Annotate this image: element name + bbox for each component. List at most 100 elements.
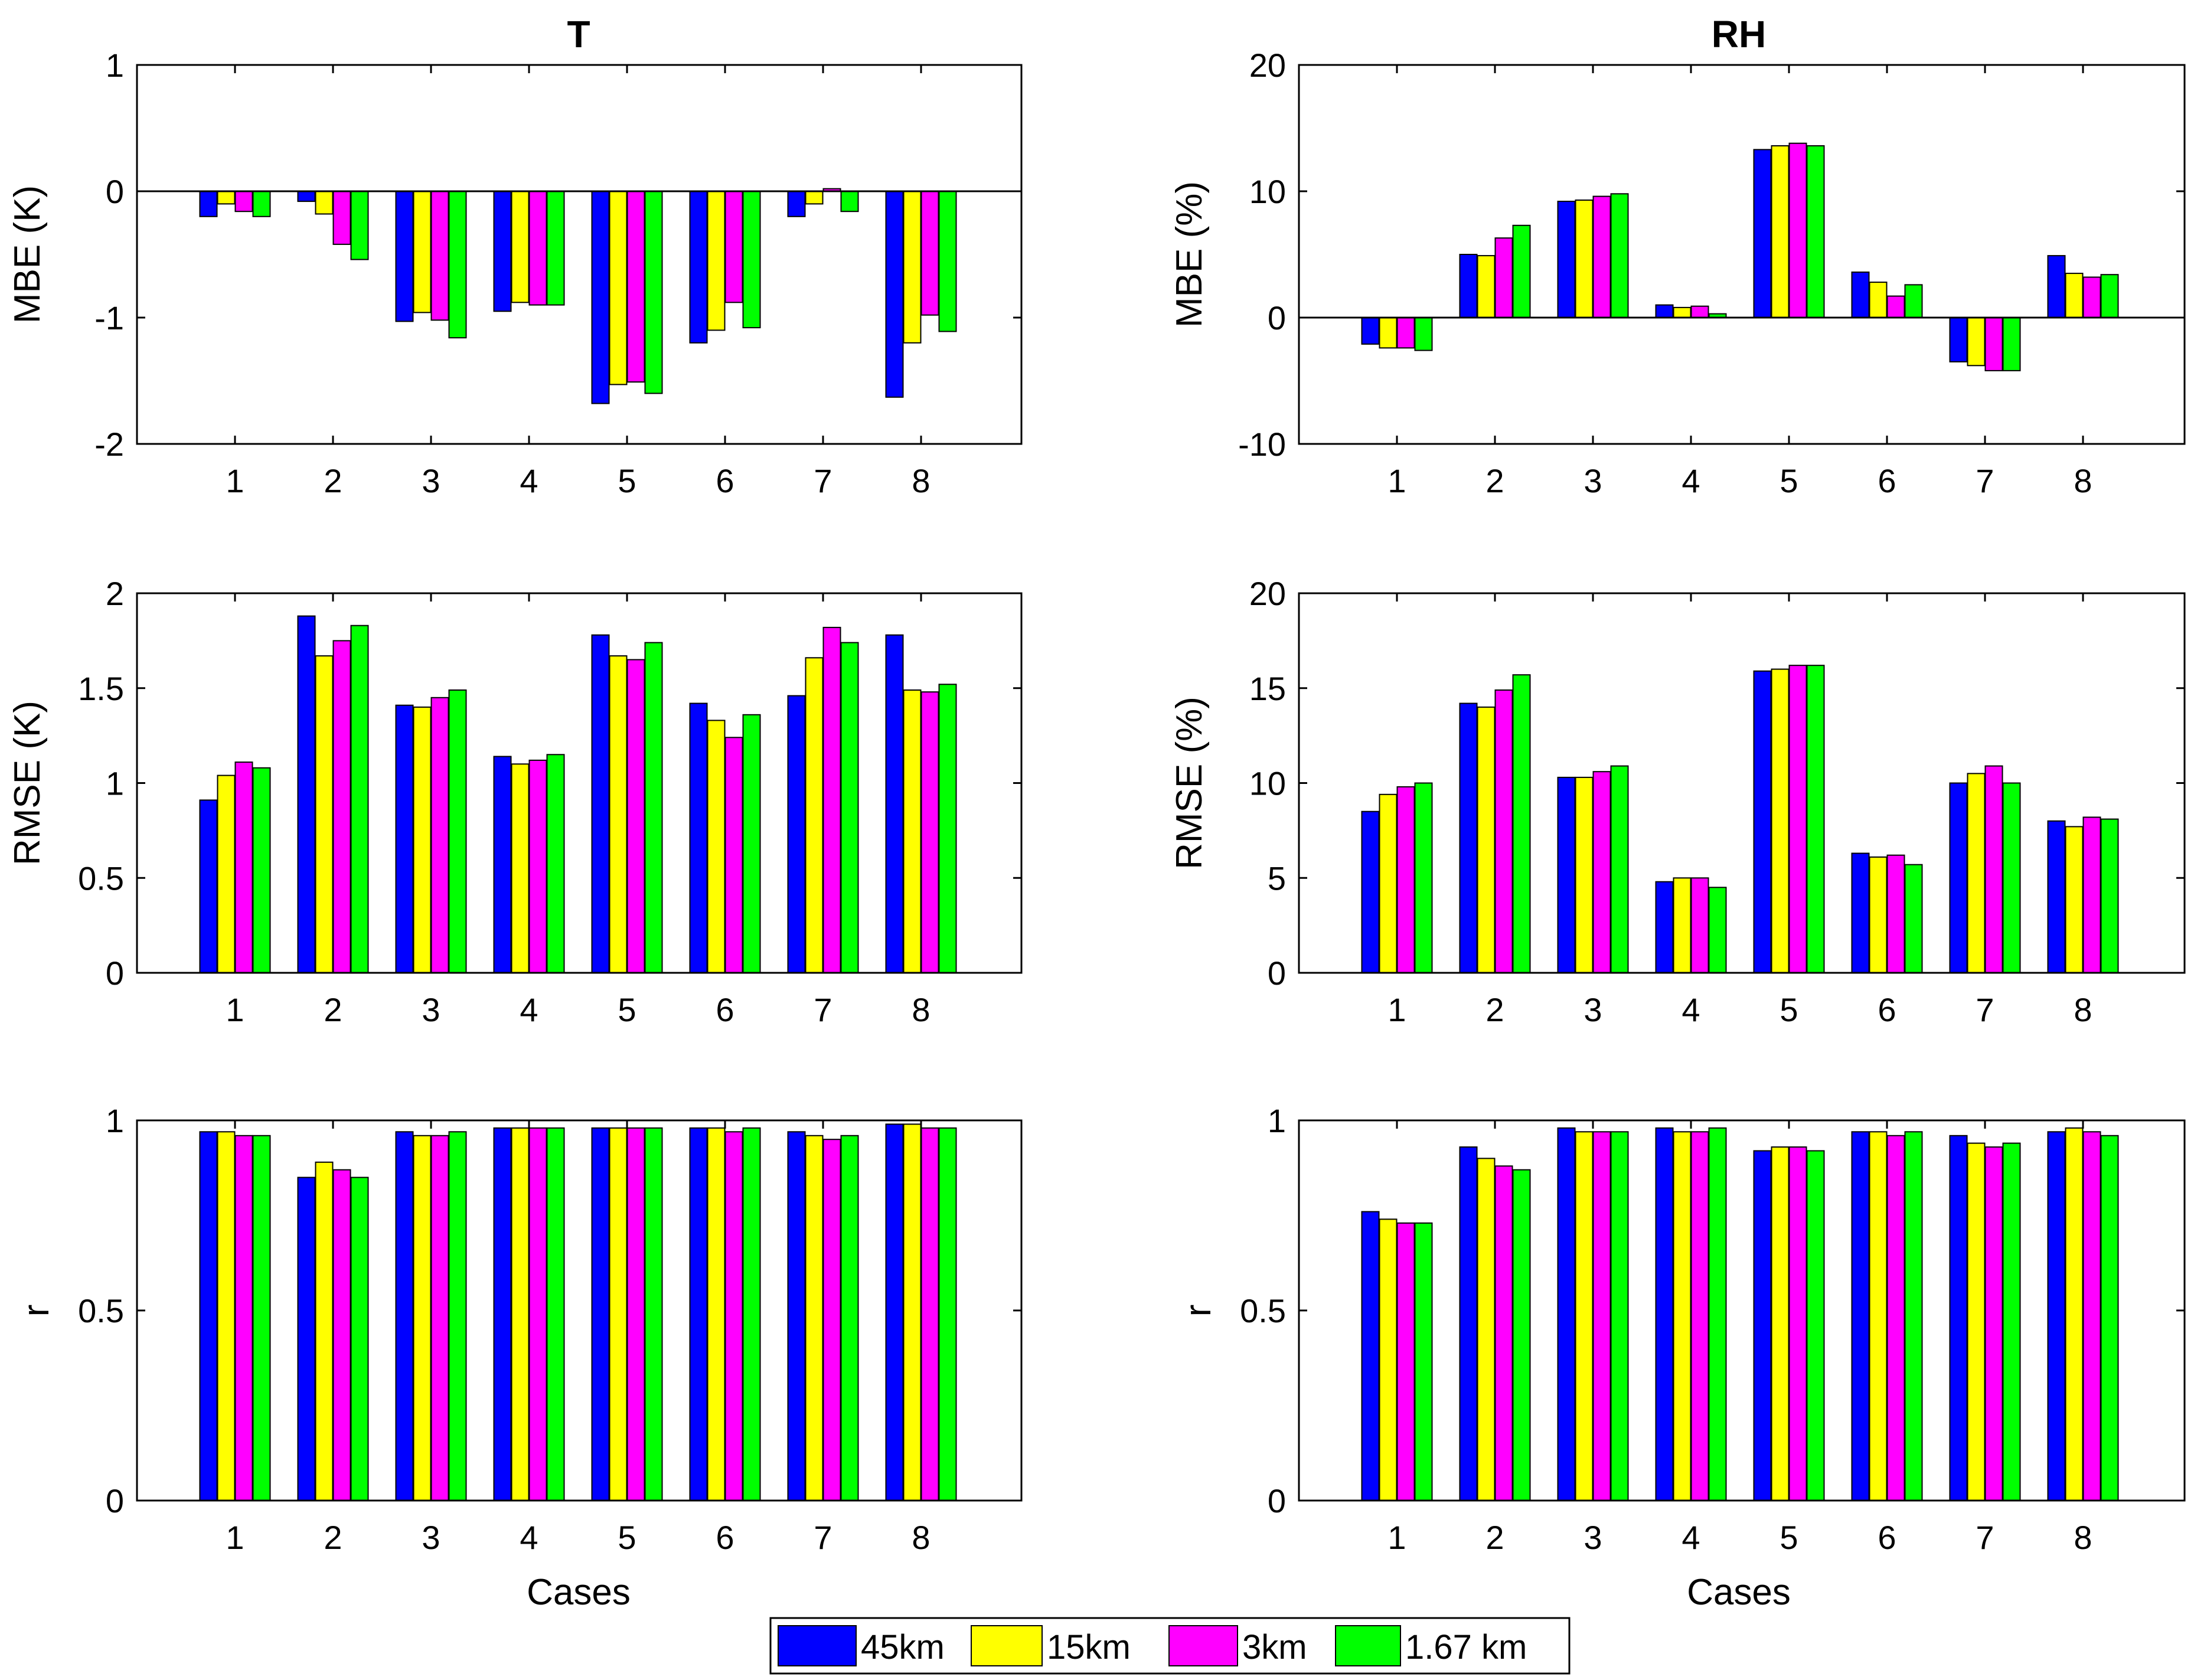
x-tick-label-t-mbe-6: 6 [716, 462, 734, 499]
x-tick-label-t-rmse-6: 6 [716, 991, 734, 1028]
bar-rh-mbe-s2-c4: 3km: 0.9 [1690, 305, 1709, 319]
x-tick-label-t-mbe-8: 8 [912, 462, 930, 499]
y-tick-label-rh-mbe-0: -10 [1238, 426, 1286, 463]
bar-rh-mbe-s1-c2: 15km: 4.9 [1477, 255, 1496, 319]
bar-t-mbe-s1-c8: 15km: -1.2 [903, 191, 922, 344]
column-title-rh: RH [1712, 13, 1766, 55]
x-tick-label-rh-mbe-6: 6 [1878, 462, 1896, 499]
x-tick-label-t-r-1: 1 [226, 1519, 244, 1556]
panel-t-rmse: 45km: 0.91 45km: 1.88 45km: 1.41 45km: 1.14… [7, 575, 1023, 1028]
bar-t-rmse-s1-c2: 15km: 1.67 [315, 655, 334, 973]
bar-rh-rmse-s2-c2: 3km: 14.9 [1494, 689, 1513, 973]
bar-t-mbe-s3-c5: 1.67 km: -1.6 [644, 191, 663, 394]
bar-t-mbe-s0-c5: 45km: -1.68 [591, 191, 610, 404]
bar-t-rmse-s3-c8: 1.67 km: 1.52 [938, 684, 957, 974]
x-tick-label-rh-mbe-1: 1 [1387, 462, 1406, 499]
y-tick-label-rh-rmse-0: 0 [1268, 955, 1286, 992]
bar-rh-r-s1-c8: 15km: 0.98 [2065, 1127, 2084, 1501]
bar-t-mbe-s0-c4: 45km: -0.95 [493, 191, 512, 312]
x-tick-label-t-rmse-3: 3 [422, 991, 440, 1028]
bar-rh-r-s2-c2: 3km: 0.88 [1494, 1165, 1513, 1502]
y-tick-label-t-mbe-3: 1 [106, 47, 124, 84]
bar-t-rmse-s0-c2: 45km: 1.88 [297, 615, 316, 973]
x-tick-label-t-mbe-7: 7 [814, 462, 832, 499]
bar-t-r-s0-c4: 45km: 0.98 [493, 1127, 512, 1501]
bar-rh-r-s3-c7: 1.67 km: 0.94 [2002, 1142, 2021, 1501]
bar-t-rmse-s1-c1: 15km: 1.04 [217, 774, 236, 973]
bar-t-r-s1-c3: 15km: 0.96 [413, 1135, 432, 1502]
bar-t-mbe-s1-c7: 15km: -0.1 [805, 191, 824, 205]
bar-rh-rmse-s0-c7: 45km: 10 [1949, 782, 1968, 973]
bar-rh-r-s2-c1: 3km: 0.73 [1396, 1222, 1415, 1501]
panel-t-r: 45km: 0.97 45km: 0.85 45km: 0.97 45km: 0.98… [16, 1102, 1023, 1556]
y-tick-label-rh-r-1: 0.5 [1240, 1292, 1286, 1329]
x-tick-label-t-rmse-8: 8 [912, 991, 930, 1028]
x-tick-label-rh-rmse-4: 4 [1682, 991, 1700, 1028]
bar-rh-r-s1-c7: 15km: 0.94 [1967, 1142, 1986, 1501]
bar-rh-rmse-s1-c3: 15km: 10.3 [1575, 776, 1594, 974]
bar-t-rmse-s2-c1: 3km: 1.11 [234, 761, 253, 973]
bar-t-rmse-s3-c1: 1.67 km: 1.08 [252, 767, 271, 974]
bar-rh-r-s2-c7: 3km: 0.93 [1984, 1146, 2003, 1501]
x-tick-label-t-rmse-4: 4 [520, 991, 538, 1028]
bar-rh-mbe-s1-c1: 15km: -2.4 [1379, 317, 1398, 349]
x-tick-label-rh-r-1: 1 [1387, 1519, 1406, 1556]
bar-rh-rmse-s2-c3: 3km: 10.6 [1592, 771, 1611, 973]
bar-t-r-s2-c5: 3km: 0.98 [626, 1127, 645, 1501]
bar-rh-mbe-s2-c1: 3km: -2.4 [1396, 317, 1415, 349]
bar-t-rmse-s3-c6: 1.67 km: 1.36 [742, 714, 761, 974]
bar-rh-mbe-s3-c1: 1.67 km: -2.6 [1414, 317, 1433, 351]
bar-t-mbe-s3-c6: 1.67 km: -1.08 [742, 191, 761, 329]
bar-t-mbe-s0-c3: 45km: -1.03 [395, 191, 414, 322]
bar-t-r-s3-c8: 1.67 km: 0.98 [938, 1127, 957, 1501]
bar-rh-rmse-s0-c4: 45km: 4.8 [1655, 881, 1674, 973]
y-tick-label-rh-rmse-4: 20 [1249, 575, 1286, 612]
bar-rh-r-s3-c2: 1.67 km: 0.87 [1512, 1169, 1531, 1501]
x-tick-label-rh-rmse-6: 6 [1878, 991, 1896, 1028]
panel-rh-r: 45km: 0.76 45km: 0.93 45km: 0.98 45km: 0.98… [1178, 1102, 2186, 1556]
plot-frame-t-mbe [136, 64, 1023, 445]
bar-rh-rmse-s1-c6: 15km: 6.1 [1869, 856, 1888, 974]
bar-rh-mbe-s2-c6: 3km: 1.7 [1886, 295, 1905, 319]
bar-t-rmse-s1-c4: 15km: 1.1 [511, 763, 530, 974]
x-tick-label-rh-rmse-8: 8 [2074, 991, 2092, 1028]
bar-t-mbe-s1-c5: 15km: -1.53 [609, 191, 628, 385]
x-tick-label-t-rmse-2: 2 [324, 991, 342, 1028]
y-tick-label-t-rmse-3: 1.5 [78, 670, 124, 707]
bar-t-rmse-s2-c5: 3km: 1.65 [626, 659, 645, 973]
bar-rh-r-s0-c4: 45km: 0.98 [1655, 1127, 1674, 1501]
panel-rh-mbe: 45km: -2.1 45km: 5 45km: 9.2 45km: 1 45km: 1… [1169, 47, 2186, 499]
bar-rh-mbe-s0-c8: 45km: 4.9 [2047, 255, 2066, 319]
bar-t-r-s1-c2: 15km: 0.89 [315, 1161, 334, 1502]
x-tick-label-rh-mbe-5: 5 [1780, 462, 1798, 499]
legend-swatch-2 [971, 1625, 1043, 1666]
x-tick-label-t-mbe-4: 4 [520, 462, 538, 499]
bar-rh-rmse-s2-c1: 3km: 9.8 [1396, 786, 1415, 974]
x-tick-label-t-r-3: 3 [422, 1519, 440, 1556]
bar-t-mbe-s3-c8: 1.67 km: -1.11 [938, 191, 957, 332]
bar-t-mbe-s2-c6: 3km: -0.88 [724, 191, 743, 303]
x-tick-label-rh-mbe-3: 3 [1584, 462, 1602, 499]
x-tick-label-rh-r-2: 2 [1485, 1519, 1504, 1556]
bar-t-r-s0-c6: 45km: 0.98 [689, 1127, 708, 1501]
bar-rh-mbe-s2-c8: 3km: 3.2 [2082, 276, 2101, 318]
plot-frame-rh-mbe [1298, 64, 2186, 445]
x-tick-label-t-r-5: 5 [618, 1519, 636, 1556]
y-tick-label-rh-r-2: 1 [1268, 1102, 1286, 1139]
bar-t-r-s0-c3: 45km: 0.97 [395, 1131, 414, 1502]
bar-t-r-s2-c4: 3km: 0.98 [528, 1127, 547, 1501]
bar-rh-r-s3-c3: 1.67 km: 0.97 [1610, 1131, 1629, 1502]
y-axis-label-t-rmse: RMSE (K) [7, 701, 48, 865]
legend-label-3: 3km [1242, 1628, 1307, 1666]
x-tick-label-t-r-6: 6 [716, 1519, 734, 1556]
x-tick-label-t-rmse-5: 5 [618, 991, 636, 1028]
bar-rh-r-s1-c3: 15km: 0.97 [1575, 1131, 1594, 1502]
bar-t-r-s1-c5: 15km: 0.98 [609, 1127, 628, 1501]
x-tick-label-t-r-7: 7 [814, 1519, 832, 1556]
bar-rh-mbe-s1-c7: 15km: -3.8 [1967, 317, 1986, 367]
y-axis-label-t-mbe: MBE (K) [7, 185, 48, 323]
x-axis-label-rh: Cases [1687, 1572, 1791, 1613]
bar-t-mbe-s1-c6: 15km: -1.1 [707, 191, 726, 331]
bar-rh-rmse-s3-c8: 1.67 km: 8.1 [2100, 818, 2119, 973]
x-tick-label-rh-r-6: 6 [1878, 1519, 1896, 1556]
